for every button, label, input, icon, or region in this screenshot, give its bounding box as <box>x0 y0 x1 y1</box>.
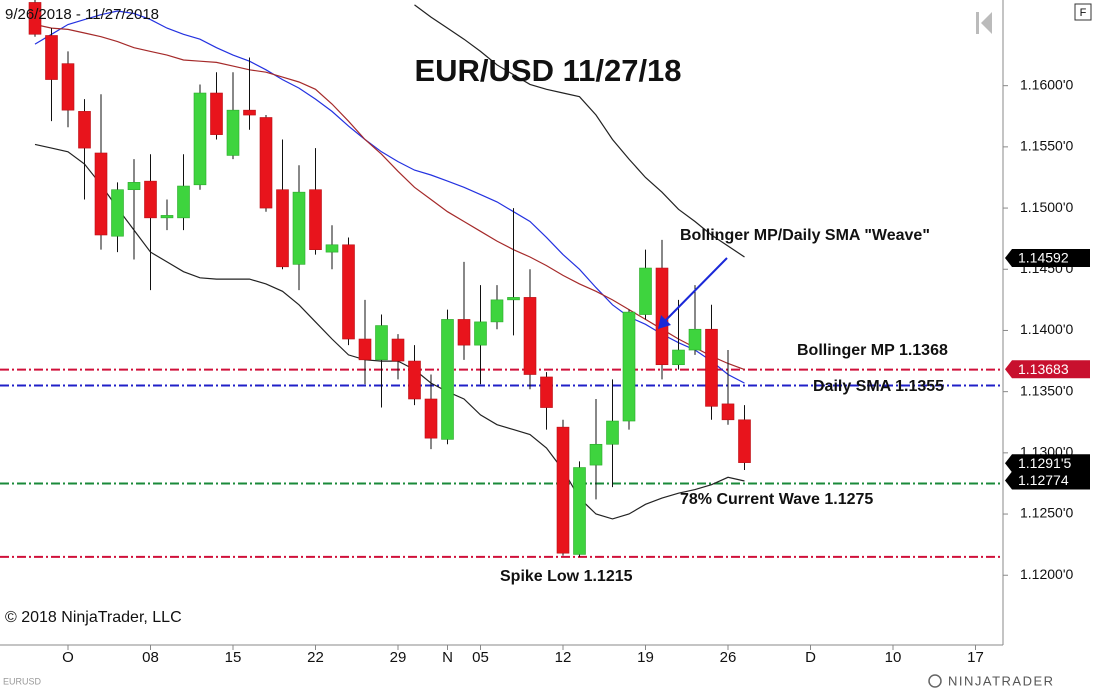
candle-body <box>243 109 256 116</box>
candle-body <box>177 185 190 219</box>
candle-body <box>45 35 58 80</box>
instrument: EURUSD <box>3 676 42 686</box>
candle-body <box>622 311 636 422</box>
candle-body <box>259 117 273 209</box>
candle-body <box>111 189 124 237</box>
candle-body <box>342 244 355 340</box>
candle-body <box>573 467 586 555</box>
candle-body <box>589 443 603 466</box>
subtitle: 9/26/2018 - 11/27/2018 <box>5 6 159 23</box>
candle-body <box>441 319 454 440</box>
chart-title: EUR/USD 11/27/18 <box>414 53 681 88</box>
price-badge-label: 1.1291'5 <box>1018 455 1071 471</box>
price-badge-label: 1.12774 <box>1018 472 1069 488</box>
price-badge <box>1005 454 1090 473</box>
candle-body <box>507 297 520 301</box>
candle-body <box>28 2 42 35</box>
arrow-head <box>658 315 671 329</box>
candle-body <box>523 297 537 375</box>
candle-body <box>78 111 91 149</box>
x-tick-label: 10 <box>885 649 902 666</box>
x-tick-label: 17 <box>967 649 984 666</box>
x-tick-label: 12 <box>555 649 572 666</box>
price-badge <box>1005 249 1090 267</box>
logo: NINJATRADER <box>928 673 1055 688</box>
candle-body <box>292 191 306 265</box>
candle-body <box>160 215 174 219</box>
y-tick-label: 1.1350'0 <box>1020 382 1073 398</box>
x-tick-label: O <box>62 649 74 666</box>
y-tick-label: 1.1250'0 <box>1020 505 1073 521</box>
candle-body <box>408 360 421 400</box>
annotation-arrow <box>658 257 728 329</box>
candle-body <box>358 338 372 361</box>
indicator-line <box>414 4 745 258</box>
x-tick-label: 22 <box>307 649 324 666</box>
candle-body <box>144 180 157 219</box>
level-label: 78% Current Wave 1.1275 <box>680 491 873 508</box>
candle-body <box>424 398 438 439</box>
candle-body <box>738 419 751 463</box>
candle-body <box>688 328 702 351</box>
indicator-line <box>34 143 745 520</box>
arrow-shaft <box>663 257 728 323</box>
x-tick-label: D <box>805 649 816 666</box>
candle-body <box>309 189 322 250</box>
candle-body <box>490 299 504 323</box>
candle-body <box>127 182 141 191</box>
candle-body <box>391 338 405 362</box>
copyright: © 2018 NinjaTrader, LLC <box>5 609 182 626</box>
x-tick-label: 26 <box>720 649 737 666</box>
button-label[interactable]: F <box>1080 7 1087 19</box>
price-badge <box>1005 471 1090 490</box>
candle-body <box>210 92 223 135</box>
x-tick-label: 29 <box>390 649 407 666</box>
candle-body <box>94 152 108 236</box>
x-tick-label: 05 <box>472 649 489 666</box>
y-tick-label: 1.1600'0 <box>1020 76 1073 92</box>
candle-body <box>276 189 289 268</box>
candle-body <box>325 244 339 253</box>
y-tick-label: 1.1400'0 <box>1020 321 1073 337</box>
candle-body <box>556 426 570 554</box>
candle-body <box>540 376 553 408</box>
logo-text: NINJATRADER <box>948 673 1055 688</box>
logo-icon <box>928 674 942 688</box>
y-tick-label: 1.1200'0 <box>1020 566 1073 582</box>
x-tick-label: 19 <box>637 649 654 666</box>
candle-body <box>457 319 471 346</box>
level-label: Spike Low 1.1215 <box>500 568 633 585</box>
level-label: Daily SMA 1.1355 <box>813 378 944 395</box>
level-label: Bollinger MP 1.1368 <box>797 342 948 359</box>
candle-body <box>474 321 487 346</box>
button[interactable] <box>1074 3 1092 21</box>
candle-body <box>721 403 735 421</box>
y-tick-label: 1.1550'0 <box>1020 138 1073 154</box>
annotation: Bollinger MP/Daily SMA "Weave" <box>680 227 930 244</box>
x-tick-label: 08 <box>142 649 159 666</box>
candle-body <box>375 325 388 361</box>
candle-body <box>705 328 718 407</box>
candle-body <box>606 420 619 445</box>
scroll-icon-arrow[interactable] <box>981 12 992 34</box>
candle-body <box>61 63 75 111</box>
scroll-icon[interactable] <box>976 12 992 34</box>
candle-body <box>639 267 652 315</box>
plot-area <box>0 0 1003 558</box>
y-tick-label: 1.1500'0 <box>1020 199 1073 215</box>
price-badge-label: 1.14592 <box>1018 250 1069 266</box>
x-tick-label: 15 <box>225 649 242 666</box>
candle-body <box>193 92 207 186</box>
price-badge-label: 1.13683 <box>1018 361 1069 377</box>
indicator-line <box>34 23 745 371</box>
candle-body <box>226 109 240 156</box>
scroll-icon-bar[interactable] <box>976 12 979 34</box>
candle-body <box>672 349 685 366</box>
x-tick-label: N <box>442 649 453 666</box>
price-badge <box>1005 360 1090 379</box>
